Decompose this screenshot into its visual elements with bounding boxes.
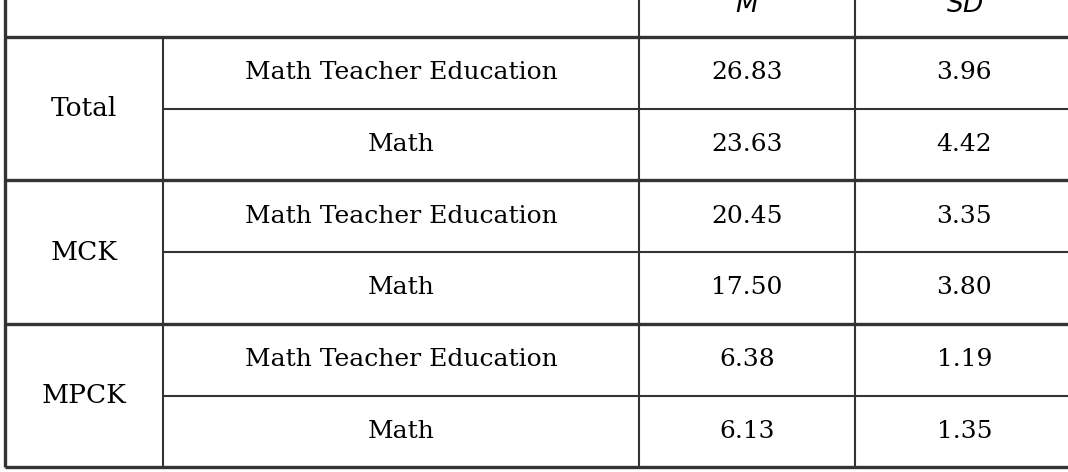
- Text: 23.63: 23.63: [711, 133, 783, 156]
- Text: Math Teacher Education: Math Teacher Education: [245, 348, 557, 371]
- Text: 3.80: 3.80: [937, 277, 992, 299]
- Text: 1.35: 1.35: [937, 420, 992, 443]
- Text: 3.96: 3.96: [937, 61, 992, 84]
- Text: Math: Math: [367, 133, 435, 156]
- Text: Math: Math: [367, 277, 435, 299]
- Text: $\mathit{M}$: $\mathit{M}$: [735, 0, 759, 17]
- Text: 26.83: 26.83: [711, 61, 783, 84]
- Text: MCK: MCK: [51, 240, 117, 264]
- Text: Total: Total: [51, 96, 117, 121]
- Text: 4.42: 4.42: [937, 133, 992, 156]
- Text: 6.13: 6.13: [720, 420, 774, 443]
- Text: Math: Math: [367, 420, 435, 443]
- Text: MPCK: MPCK: [42, 383, 127, 408]
- Text: 6.38: 6.38: [719, 348, 775, 371]
- Text: Math Teacher Education: Math Teacher Education: [245, 61, 557, 84]
- Text: 20.45: 20.45: [711, 205, 783, 228]
- Text: 17.50: 17.50: [711, 277, 783, 299]
- Text: 3.35: 3.35: [937, 205, 992, 228]
- Text: $\mathit{SD}$: $\mathit{SD}$: [945, 0, 984, 17]
- Text: 1.19: 1.19: [937, 348, 992, 371]
- Text: Math Teacher Education: Math Teacher Education: [245, 205, 557, 228]
